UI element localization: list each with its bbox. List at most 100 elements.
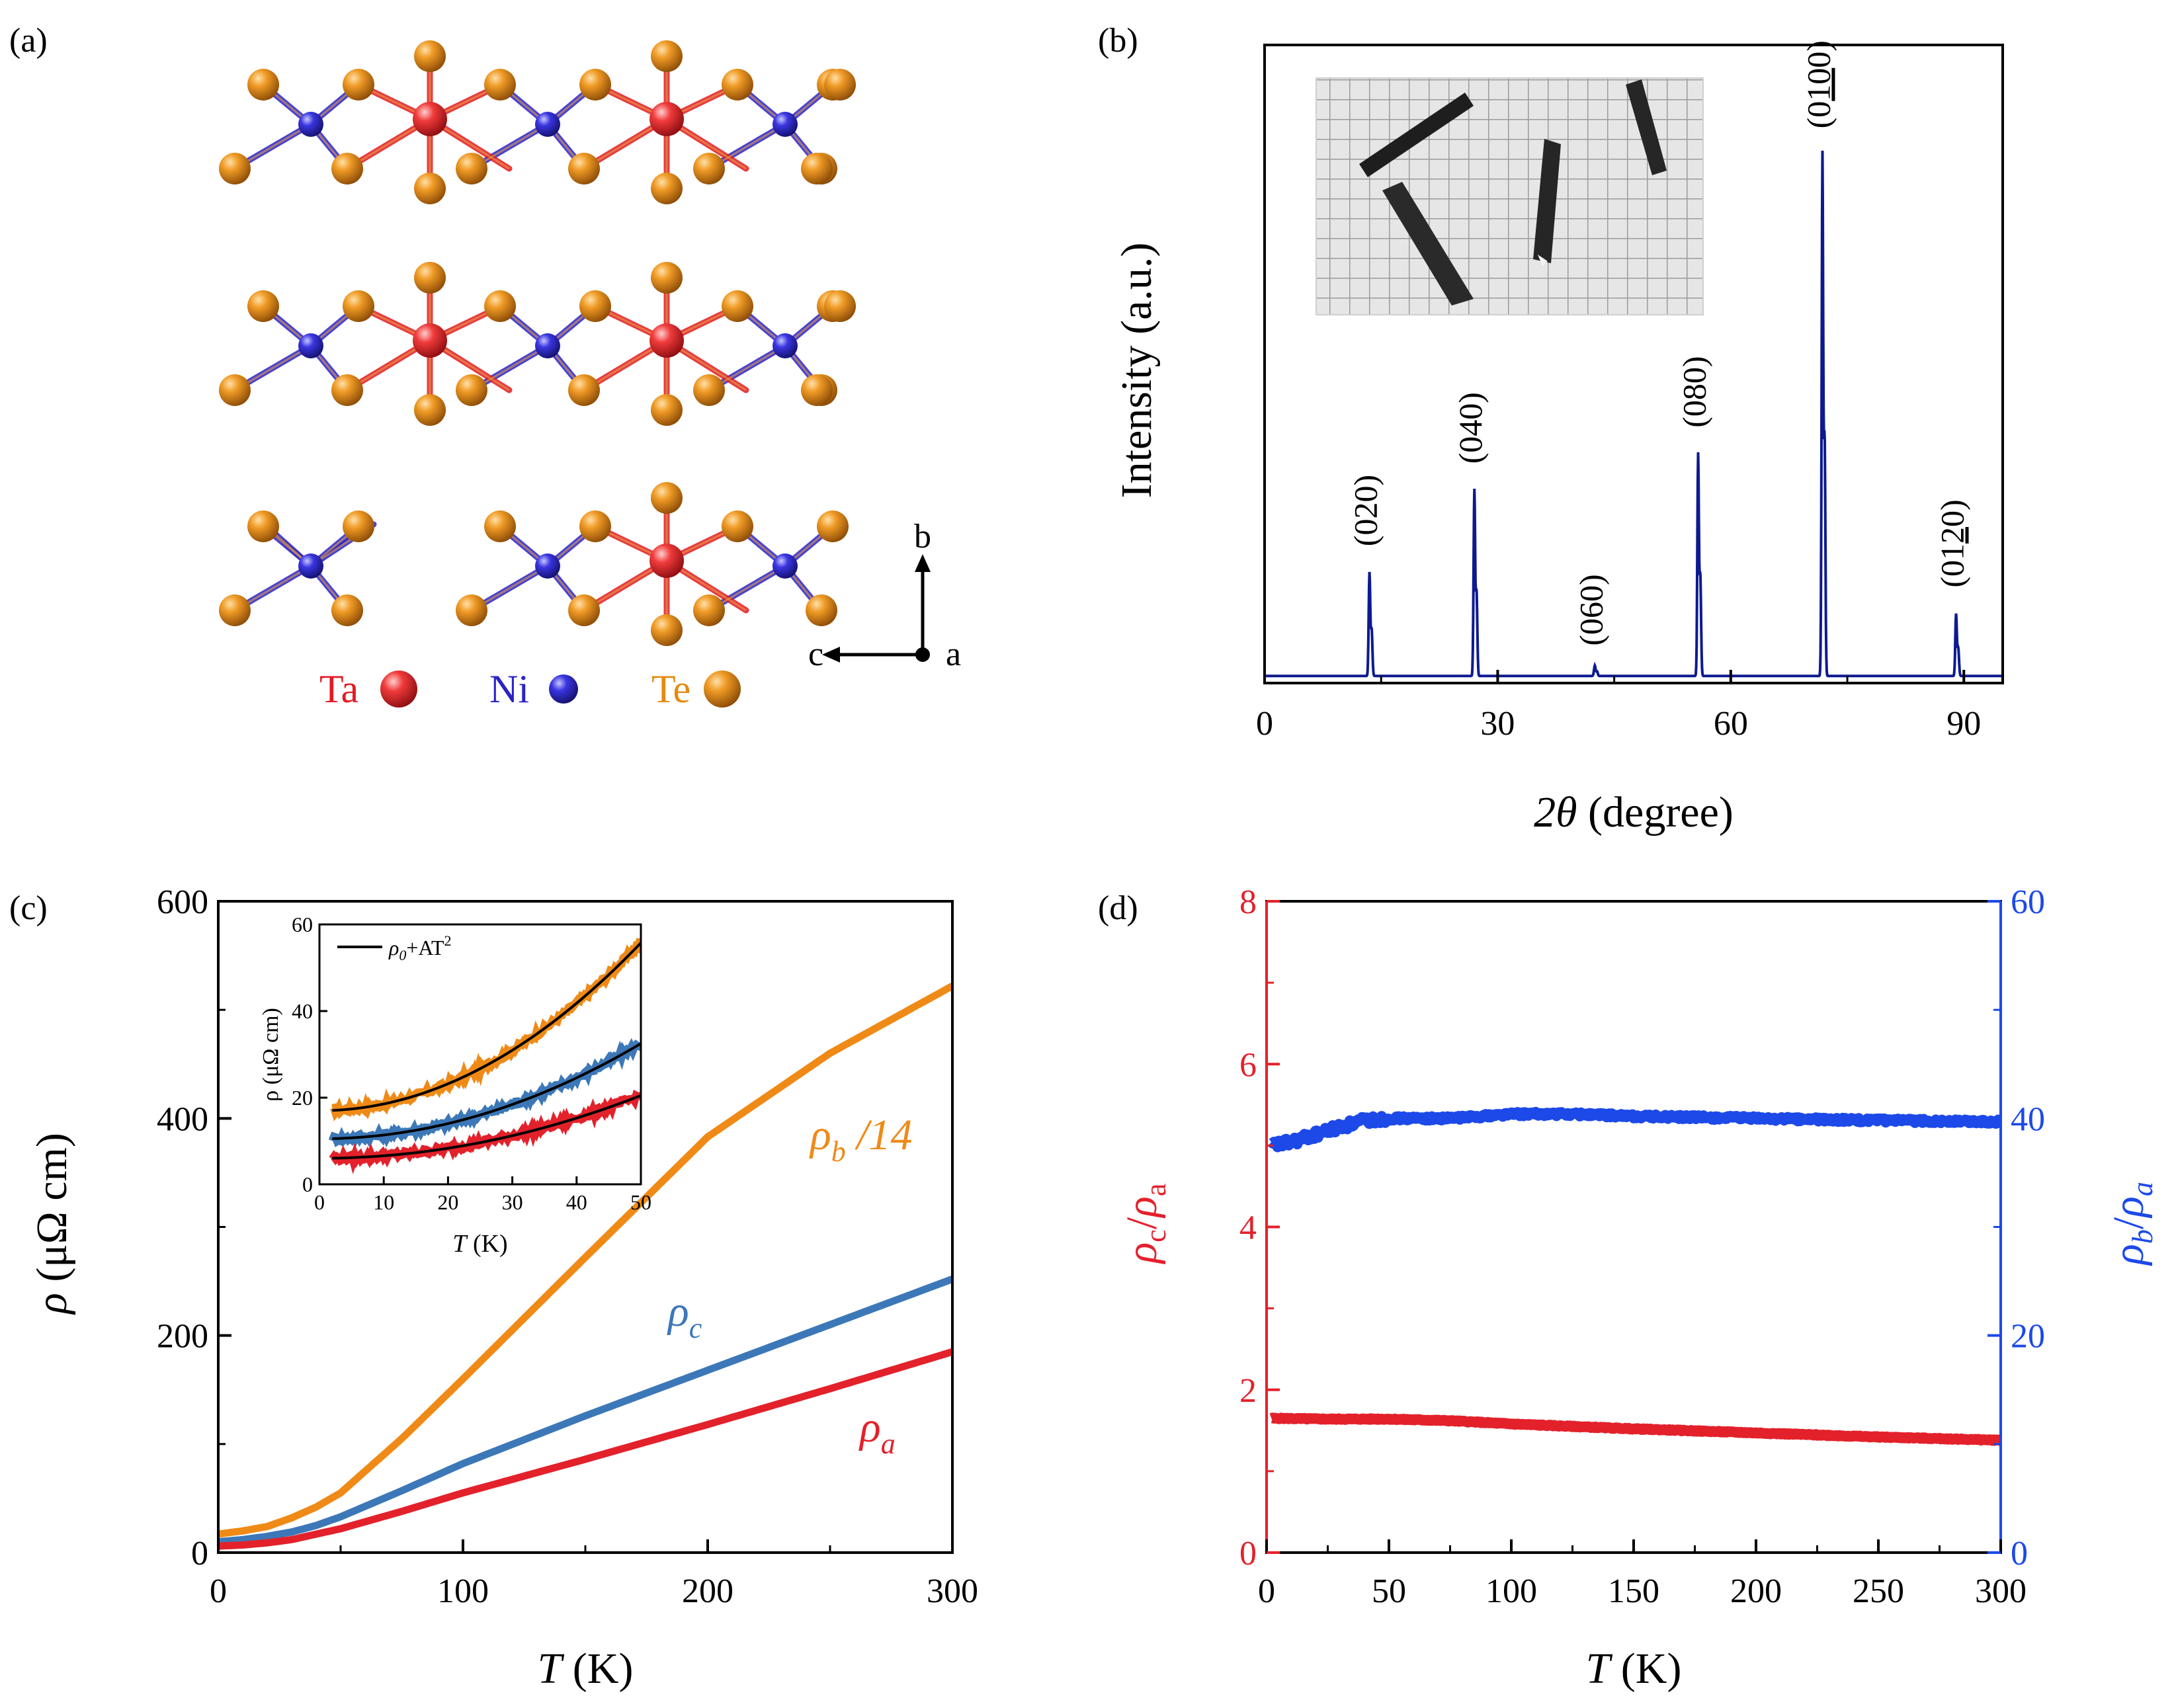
ratio-left-ytick-label: 4 <box>1239 1209 1257 1247</box>
right-ylabel-sub2: a <box>2126 1182 2159 1196</box>
legend-ta-ball <box>380 671 417 708</box>
inset-xlabel-main: T <box>452 1230 468 1258</box>
xrd-ylabel: Intensity (a.u.) <box>1112 243 1161 499</box>
panel-label-b: (b) <box>1098 22 1138 60</box>
xrd-xtick-label: 0 <box>1256 705 1273 743</box>
resistivity-ylabel-unit: (μΩ cm) <box>28 1133 76 1282</box>
peak-label-pre: (020) <box>1347 475 1384 546</box>
inset-fit-line <box>332 1094 641 1160</box>
atom-te <box>484 290 516 322</box>
atom-te <box>806 594 837 626</box>
atom-ni <box>298 553 323 579</box>
ratio-right-ytick-label: 0 <box>2011 1535 2028 1572</box>
series-label-sub: c <box>689 1312 702 1344</box>
xrd-xlabel: 2θ (degree) <box>1534 788 1734 836</box>
xrd-inset-photo <box>1316 77 1704 315</box>
atom-te <box>568 153 600 184</box>
atom-te <box>651 394 683 426</box>
series-label-suffix: /14 <box>846 1111 913 1159</box>
atom-te <box>651 482 683 514</box>
atom-te <box>651 40 683 72</box>
peak-label-pre: (0 <box>1800 101 1837 129</box>
resistivity-ylabel-main: ρ <box>28 1293 76 1315</box>
ratio-xlabel-main: T <box>1586 1645 1613 1693</box>
atom-te <box>651 614 683 646</box>
xrd-xlabel-unit: (degree) <box>1588 788 1734 836</box>
atom-ta <box>649 323 684 358</box>
resistivity-ytick-label: 600 <box>157 883 208 921</box>
series-label-sub: a <box>881 1428 896 1460</box>
atom-te <box>801 374 833 406</box>
right-ylabel-rho2: ρ <box>2105 1196 2153 1219</box>
ratio-xtick-label: 150 <box>1608 1572 1659 1610</box>
inset-legend-rho: ρ <box>388 936 399 959</box>
inset-xtick-label: 50 <box>630 1190 651 1214</box>
inset-xlabel: T (K) <box>452 1230 507 1258</box>
atom-te <box>484 510 516 542</box>
legend-ta-label: Ta <box>319 667 358 711</box>
left-ylabel-rho2: ρ <box>1118 1196 1166 1219</box>
atom-te <box>456 594 487 626</box>
peak-label-pre: (080) <box>1676 356 1713 427</box>
inset-xtick-label: 10 <box>373 1190 394 1214</box>
xrd-pattern-line <box>1265 150 2003 678</box>
xrd-peak-label: (060) <box>1572 574 1609 645</box>
resistivity-xtick-label: 0 <box>210 1572 227 1610</box>
resistivity-series-label: ρc <box>667 1287 702 1344</box>
xrd-peak-label: (020) <box>1347 475 1384 546</box>
atom-te <box>817 510 849 542</box>
peak-label-bar: 2 <box>1934 527 1971 544</box>
ratio-right-ytick-label: 40 <box>2011 1100 2045 1138</box>
inset-xtick-label: 40 <box>566 1190 587 1214</box>
atom-te <box>331 594 363 626</box>
ratio-right-ytick-label: 20 <box>2011 1318 2045 1356</box>
atom-te <box>247 69 279 101</box>
inset-data-line <box>329 1089 641 1174</box>
resistivity-xlabel-unit: (K) <box>573 1645 634 1693</box>
atom-te <box>651 262 683 294</box>
atom-te <box>331 153 363 184</box>
resistivity-xtick-label: 300 <box>927 1572 978 1610</box>
atom-ta <box>413 102 447 136</box>
inset-legend-sub: 0 <box>399 947 406 963</box>
axis-label-c: c <box>808 635 823 673</box>
atom-ni <box>298 333 323 358</box>
inset-ytick-label: 0 <box>302 1172 313 1196</box>
xrd-xtick-label: 60 <box>1714 705 1748 743</box>
ratio-left-ytick-label: 6 <box>1239 1046 1257 1084</box>
ratio-series-line <box>1267 1106 2001 1153</box>
ratio-xlabel-unit: (K) <box>1621 1645 1682 1693</box>
inset-ylabel: ρ (μΩ cm) <box>259 1008 283 1102</box>
ratio-xtick-label: 200 <box>1730 1572 1782 1610</box>
peak-label-bar: 10 <box>1800 68 1837 101</box>
atom-te <box>722 290 753 322</box>
xrd-peak-label: (040) <box>1452 392 1489 464</box>
atom-te <box>219 153 251 184</box>
atom-ni <box>298 112 323 137</box>
series-label-rho: ρ <box>667 1287 689 1336</box>
inset-xlabel-unit: (K) <box>473 1230 508 1258</box>
resistivity-ylabel: ρ (μΩ cm) <box>28 1133 76 1315</box>
inset-xtick-label: 20 <box>437 1190 458 1214</box>
atom-te <box>693 374 725 406</box>
legend-ni-ball <box>549 674 578 704</box>
xrd-peak-label: (0100) <box>1800 40 1837 128</box>
series-label-rho: ρ <box>858 1403 881 1451</box>
inset-frame <box>318 923 642 1186</box>
atom-te <box>568 594 600 626</box>
left-ylabel-slash: / <box>1118 1217 1166 1229</box>
inset-legend-label: ρ0+AT2 <box>388 932 452 963</box>
atom-te <box>414 173 446 204</box>
atom-te <box>414 40 446 72</box>
atom-te <box>247 290 279 322</box>
inset-xtick-label: 30 <box>502 1190 523 1214</box>
ratio-xtick-label: 0 <box>1258 1572 1275 1610</box>
crystal-structure <box>219 40 856 646</box>
legend-ni-label: Ni <box>489 667 529 711</box>
right-ylabel-rho: ρ <box>2105 1244 2153 1266</box>
inset-legend-sup: 2 <box>444 932 452 949</box>
inset-fit-line <box>332 942 641 1112</box>
atom-te <box>247 510 279 542</box>
